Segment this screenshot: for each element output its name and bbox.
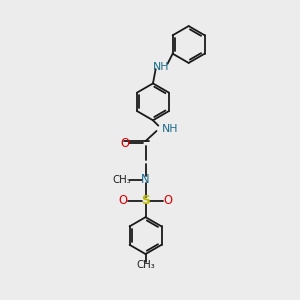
Text: N: N — [141, 173, 150, 186]
Text: O: O — [119, 194, 128, 207]
Text: CH₃: CH₃ — [112, 175, 131, 185]
Text: NH: NH — [153, 62, 169, 72]
Text: NH: NH — [162, 124, 178, 134]
Text: CH₃: CH₃ — [136, 260, 155, 270]
Text: O: O — [163, 194, 172, 207]
Text: O: O — [120, 137, 129, 150]
Text: S: S — [141, 194, 150, 207]
